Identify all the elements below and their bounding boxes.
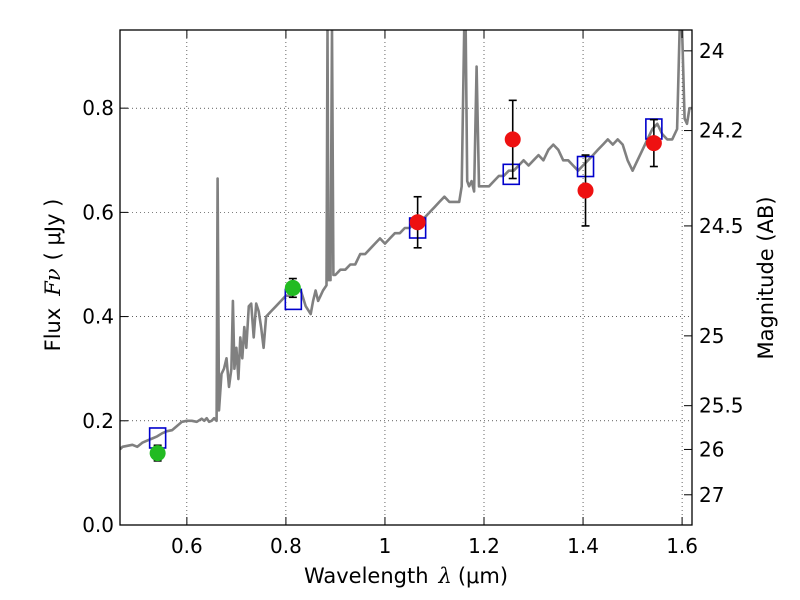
y-tick-label: 0.8 [82, 96, 114, 120]
y-tick-label: 0.2 [82, 409, 114, 433]
y2-tick-label: 24.5 [699, 214, 744, 238]
markers-layer [148, 99, 663, 462]
photometry-point [409, 214, 426, 231]
y-tick-label: 0.0 [82, 513, 114, 537]
x-axis-label: Wavelength λ (μm) [304, 564, 508, 588]
grid [120, 30, 692, 525]
y-tick-label: 0.4 [82, 305, 114, 329]
plot-frame [119, 29, 693, 526]
x-tick-label: 0.6 [171, 534, 203, 558]
x-tick-label: 1.6 [666, 534, 698, 558]
x-tick-label: 1.4 [567, 534, 599, 558]
y-axis-label: Flux Fν ( μJy ) [41, 199, 65, 352]
spectrum-layer [120, 30, 692, 451]
photometry-point [504, 131, 521, 148]
y2-tick-label: 24.2 [699, 119, 744, 143]
y2-tick-label: 26 [699, 437, 724, 461]
ticks-layer: 0.6 0.8 1 1.2 1.4 1.6 0.0 0.2 0.4 0.6 0.8 24 24.2 24.… [82, 30, 744, 558]
y2-axis-label: Magnitude (AB) [754, 196, 778, 359]
spectrum-line [120, 30, 692, 451]
x-axis-label-unit: (μm) [458, 564, 508, 588]
photometry-point [577, 182, 594, 199]
synthetic-flux-marker [502, 163, 521, 186]
x-tick-label: 1.2 [468, 534, 500, 558]
y-axis-label-symbol: Fν [41, 268, 65, 297]
y2-tick-label: 25 [699, 324, 724, 348]
photometry-point [284, 279, 301, 296]
y-axis-label-text: Flux [41, 308, 65, 352]
y2-tick-label: 27 [699, 483, 724, 507]
x-tick-label: 0.8 [270, 534, 302, 558]
photometry-point [645, 135, 662, 152]
x-axis-label-symbol: λ [438, 564, 452, 588]
y2-tick-label: 25.5 [699, 394, 744, 418]
x-axis-label-text: Wavelength [304, 564, 429, 588]
y-axis-label-unit: ( μJy ) [41, 199, 65, 261]
y-tick-label: 0.6 [82, 200, 114, 224]
y2-tick-label: 24 [699, 39, 724, 63]
x-tick-label: 1 [379, 534, 392, 558]
photometry-point [149, 445, 166, 462]
